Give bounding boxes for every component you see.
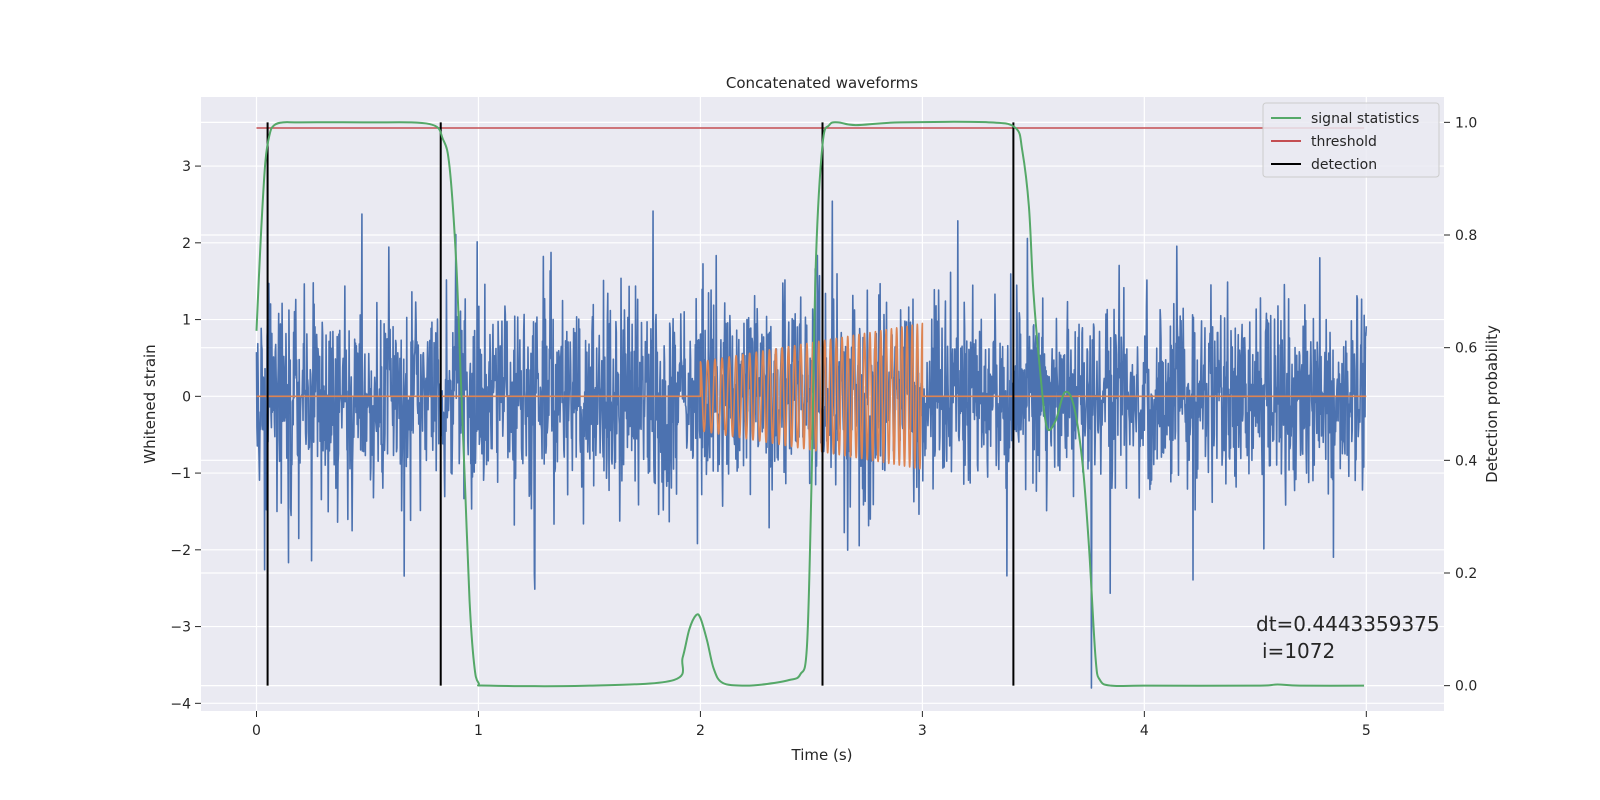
x-tick-label: 5 (1362, 723, 1371, 739)
y-left-tick-label: 3 (182, 159, 191, 175)
injection-line (256, 322, 1367, 470)
y-left-tick-label: −4 (170, 696, 191, 712)
y-left-tick-label: 2 (182, 236, 191, 252)
legend-label: signal statistics (1311, 111, 1419, 127)
y-left-tick-label: 0 (182, 389, 191, 405)
y-left-tick-label: −1 (170, 466, 191, 482)
legend-box (1262, 102, 1440, 178)
x-axis-label: Time (s) (791, 746, 853, 764)
y-right-tick-label: 0.0 (1455, 679, 1477, 695)
x-tick-label: 0 (252, 723, 261, 739)
y-right-axis-label: Detection probability (1483, 325, 1501, 483)
chart-title: Concatenated waveforms (726, 74, 918, 92)
y-left-axis-label: Whitened strain (141, 344, 159, 463)
y-left-axis-ticks: 3 2 1 0 −1 −2 −3 −4 (170, 159, 201, 712)
y-left-tick-label: 1 (182, 313, 191, 329)
annotation-dt: dt=0.4443359375 (1256, 612, 1440, 636)
x-axis-ticks: 0 1 2 3 4 5 (252, 711, 1371, 739)
x-tick-label: 4 (1140, 723, 1149, 739)
y-right-tick-label: 1.0 (1455, 115, 1477, 131)
series-signal-statistics (255, 120, 1365, 688)
x-tick-label: 3 (918, 723, 927, 739)
y-right-tick-label: 0.6 (1455, 341, 1477, 357)
y-right-axis-ticks: 1.0 0.8 0.6 0.4 0.2 0.0 (1444, 115, 1477, 695)
legend-label: threshold (1311, 134, 1377, 150)
annotation-index: i=1072 (1262, 639, 1335, 663)
y-right-tick-label: 0.4 (1455, 453, 1477, 469)
legend: signal statistics threshold detection (1262, 102, 1440, 178)
signal-statistics-line (255, 120, 1365, 688)
legend-label: detection (1311, 157, 1377, 173)
series-detection (266, 122, 1015, 686)
y-right-tick-label: 0.8 (1455, 228, 1477, 244)
x-tick-label: 1 (474, 723, 483, 739)
y-left-tick-label: −3 (170, 620, 191, 636)
series-injection (256, 322, 1367, 470)
y-left-tick-label: −2 (170, 543, 191, 559)
x-tick-label: 2 (696, 723, 705, 739)
y-right-tick-label: 0.2 (1455, 566, 1477, 582)
